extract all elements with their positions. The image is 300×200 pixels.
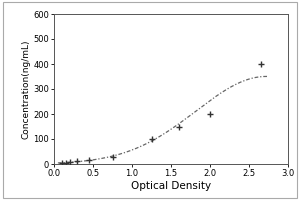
X-axis label: Optical Density: Optical Density bbox=[131, 181, 211, 191]
Y-axis label: Concentration(ng/mL): Concentration(ng/mL) bbox=[22, 39, 31, 139]
